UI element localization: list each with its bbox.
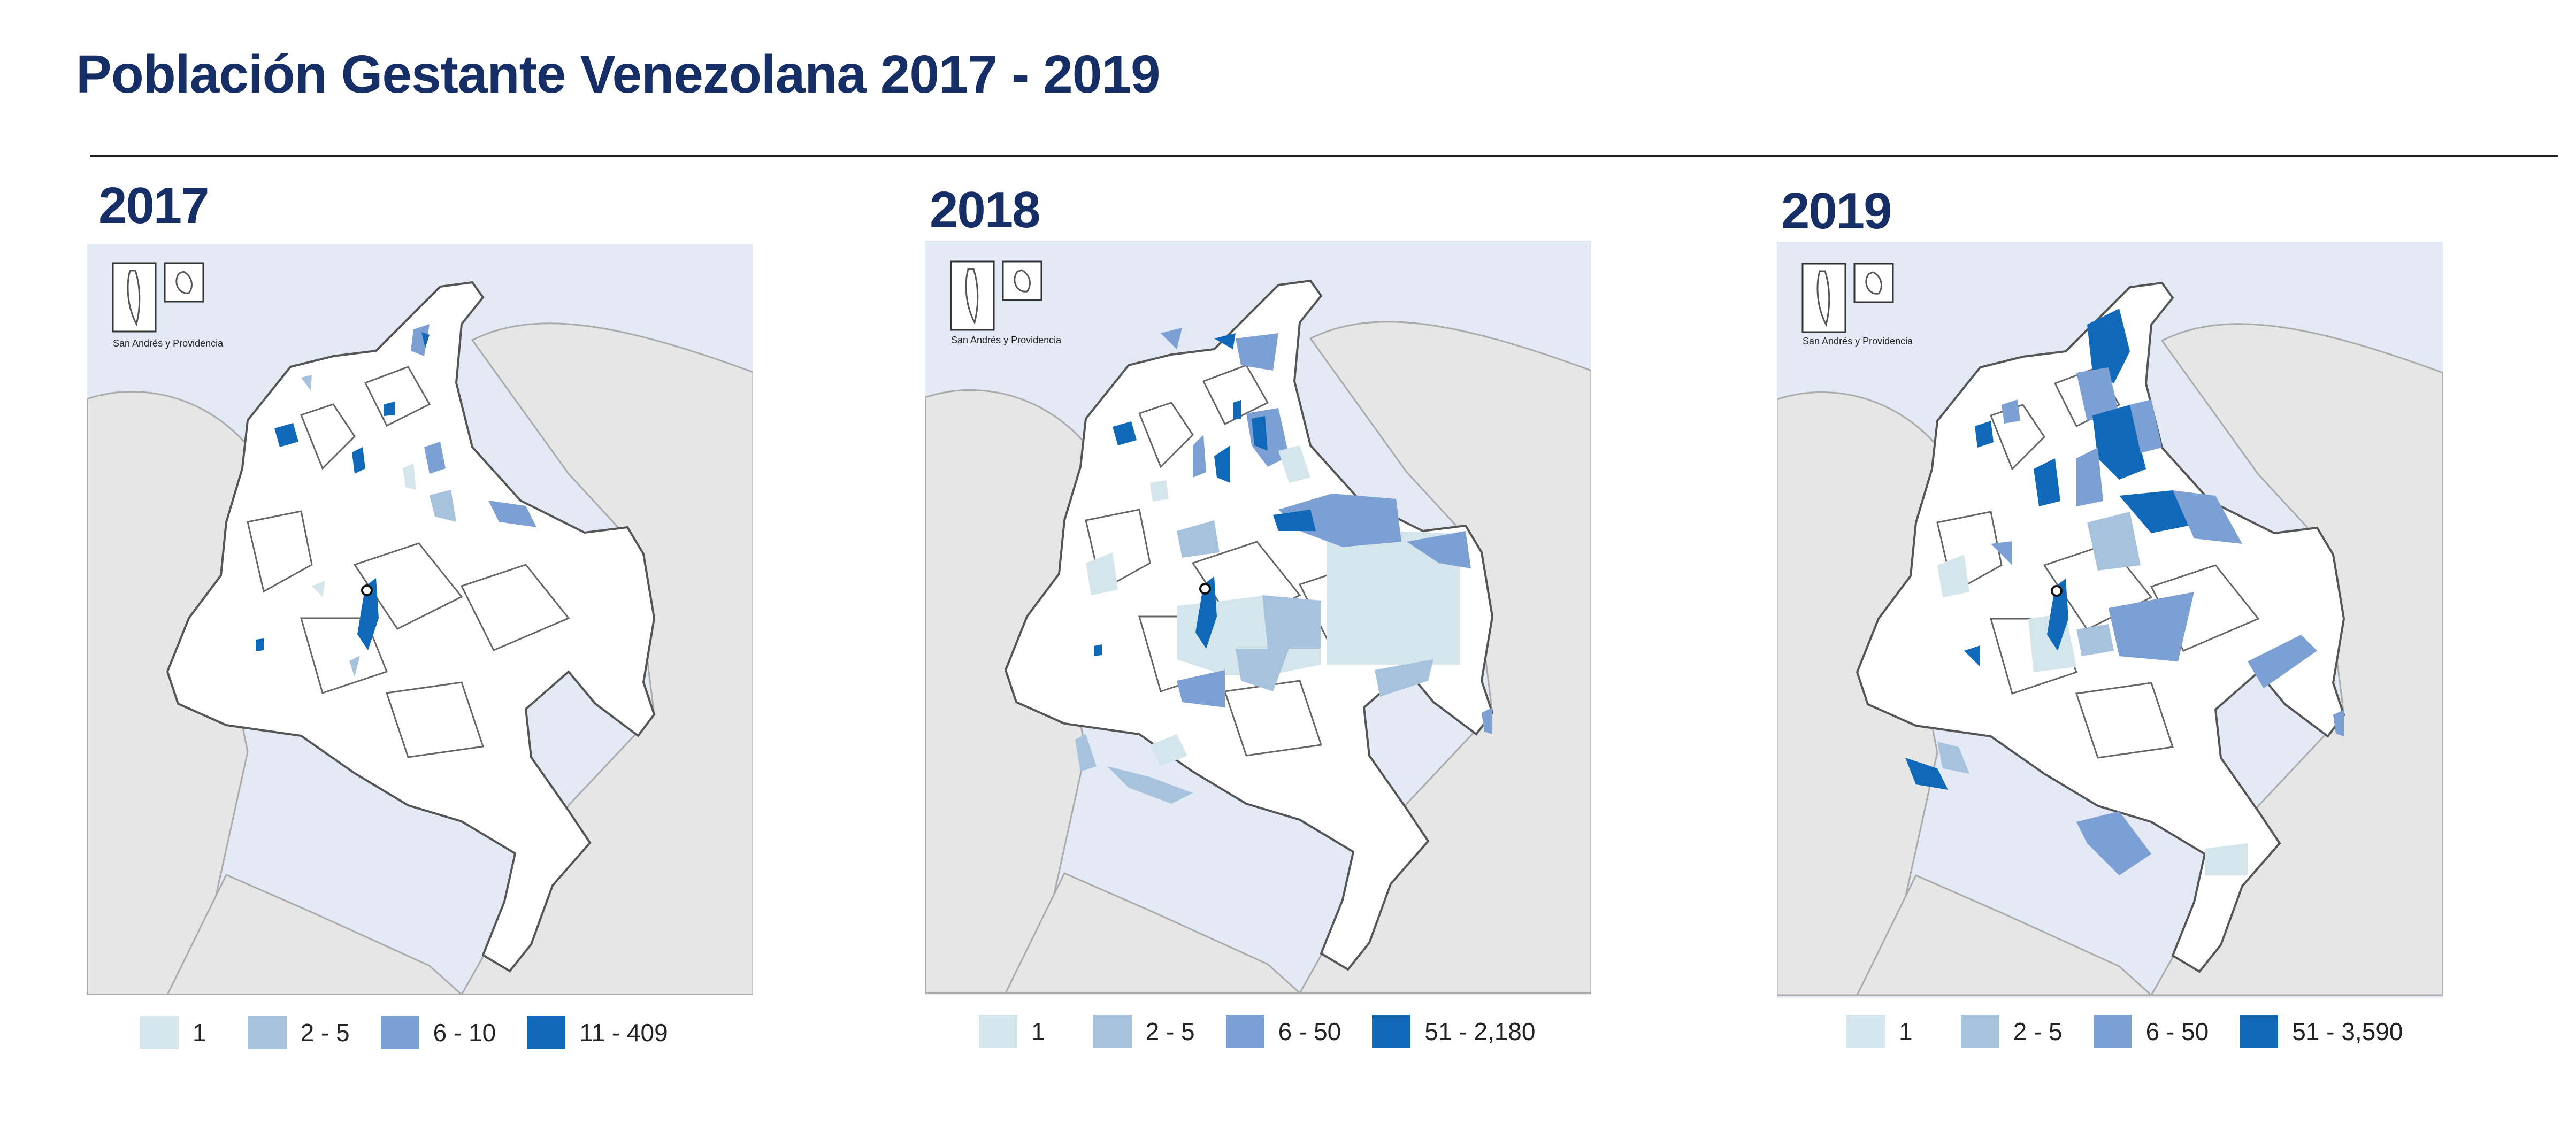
legend-label: 1 (193, 1019, 206, 1046)
data-regions (256, 324, 536, 677)
legend-item: 6 - 50 (1225, 1015, 1341, 1048)
legend-swatch (1960, 1015, 1999, 1048)
year-label: 2018 (930, 181, 1041, 238)
colombia-outline (166, 281, 656, 973)
map-svg (925, 260, 1591, 994)
legend-label: 2 - 5 (2013, 1018, 2063, 1045)
capital-marker (2051, 585, 2063, 597)
legend-swatch (527, 1016, 566, 1049)
legend-label: 6 - 50 (1278, 1018, 1341, 1045)
legend-item: 1 (1846, 1015, 1913, 1048)
data-regions (1075, 328, 1492, 804)
page-title: Población Gestante Venezolana 2017 - 201… (76, 44, 1161, 104)
legend-item: 1 (979, 1015, 1045, 1048)
legend-item: 1 (140, 1016, 206, 1049)
inset-label: San Andrés y Providencia (113, 338, 224, 349)
legend-label: 6 - 10 (433, 1019, 496, 1046)
title-divider (90, 155, 2558, 157)
legend-swatch (2093, 1015, 2132, 1048)
legend-swatch (248, 1016, 287, 1049)
legend-swatch (1372, 1015, 1411, 1048)
legend-label: 2 - 5 (1145, 1018, 1195, 1045)
legend-item: 6 - 50 (2093, 1015, 2209, 1048)
inset-label: San Andrés y Providencia (951, 335, 1062, 345)
legend-swatch (1225, 1015, 1264, 1048)
legend-swatch (140, 1016, 179, 1049)
legend-label: 1 (1031, 1018, 1045, 1045)
legend-label: 51 - 3,590 (2292, 1018, 2403, 1045)
capital-marker (361, 584, 373, 596)
legend-item: 11 - 409 (527, 1016, 668, 1049)
year-label: 2019 (1781, 182, 1892, 240)
legend-label: 6 - 50 (2145, 1018, 2209, 1045)
legend-item: 6 - 10 (380, 1016, 496, 1049)
legend-item: 2 - 5 (1093, 1015, 1195, 1048)
legend-swatch (979, 1015, 1017, 1048)
map-svg (87, 262, 753, 995)
legend: 1 2 - 5 6 - 10 11 - 409 (140, 1016, 668, 1049)
year-label: 2017 (98, 177, 210, 234)
legend: 1 2 - 5 6 - 50 51 - 2,180 (979, 1015, 1535, 1048)
legend-item: 51 - 2,180 (1372, 1015, 1535, 1048)
legend-label: 1 (1899, 1018, 1913, 1045)
inset-boxes (1801, 263, 1894, 333)
choropleth-map: San Andrés y Providencia (87, 244, 753, 995)
capital-marker (1199, 583, 1211, 595)
choropleth-map: San Andrés y Providencia (925, 241, 1591, 995)
legend-swatch (1093, 1015, 1132, 1048)
inset-boxes (950, 260, 1042, 331)
legend-swatch (380, 1016, 419, 1049)
legend: 1 2 - 5 6 - 50 51 - 3,590 (1846, 1015, 2403, 1048)
inset-boxes (112, 262, 204, 333)
legend-label: 11 - 409 (579, 1019, 668, 1046)
legend-label: 51 - 2,180 (1424, 1018, 1536, 1045)
legend-label: 2 - 5 (300, 1019, 350, 1046)
legend-item: 2 - 5 (248, 1016, 350, 1049)
legend-swatch (1846, 1015, 1885, 1048)
map-svg (1777, 263, 2443, 996)
legend-swatch (2240, 1015, 2279, 1048)
legend-item: 2 - 5 (1960, 1015, 2063, 1048)
choropleth-map: San Andrés y Providencia (1777, 242, 2443, 998)
legend-item: 51 - 3,590 (2240, 1015, 2403, 1048)
data-regions (1905, 309, 2344, 875)
inset-label: San Andrés y Providencia (1803, 336, 1913, 347)
